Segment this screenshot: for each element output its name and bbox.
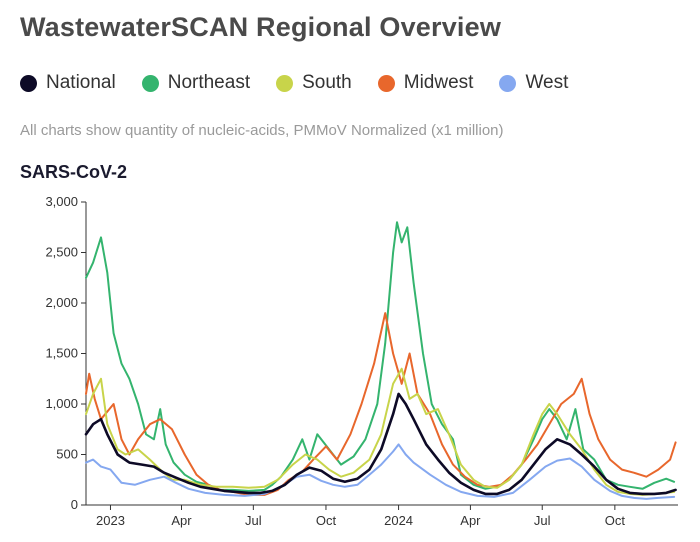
x-tick-label: Apr [171, 513, 192, 528]
page-title: WastewaterSCAN Regional Overview [20, 12, 502, 42]
chart-title: SARS-CoV-2 [20, 162, 128, 182]
legend-dot-icon [20, 74, 37, 92]
series-line-northeast [85, 221, 676, 492]
x-tick-label: Apr [460, 513, 481, 528]
y-tick-label: 0 [71, 497, 78, 512]
y-tick-label: 1,500 [45, 346, 78, 361]
x-axis: 2023 Apr Jul Oct 2024 Apr Jul Oct [86, 504, 678, 528]
legend-label: Northeast [167, 72, 251, 93]
x-tick-label: Oct [605, 513, 626, 528]
y-tick-label: 2,500 [45, 245, 78, 260]
legend-item-west[interactable]: West [499, 72, 568, 94]
y-tick-label: 2,000 [45, 295, 78, 310]
series-layer [84, 221, 677, 500]
legend-item-national[interactable]: National [20, 72, 116, 94]
series-line-national [84, 392, 677, 496]
line-chart: 0 500 1,000 1,500 2,000 2,500 3,000 2023 Apr Jul… [45, 194, 678, 528]
x-tick-label: 2024 [384, 513, 413, 528]
legend-label: National [46, 72, 116, 93]
y-tick-label: 500 [56, 447, 78, 462]
x-tick-label: Oct [316, 513, 337, 528]
legend-item-midwest[interactable]: Midwest [377, 72, 474, 94]
y-tick-label: 3,000 [45, 194, 78, 209]
legend-dot-icon [377, 74, 395, 92]
y-axis: 0 500 1,000 1,500 2,000 2,500 3,000 [45, 194, 87, 512]
legend-dot-icon [276, 74, 294, 92]
series-line-midwest [85, 312, 677, 496]
legend: National Northeast South Midwest West [20, 72, 594, 94]
x-tick-label: Jul [534, 513, 551, 528]
legend-item-northeast[interactable]: Northeast [141, 72, 251, 94]
legend-label: West [525, 72, 569, 93]
legend-item-south[interactable]: South [276, 72, 352, 94]
x-tick-label: 2023 [96, 513, 125, 528]
series-line-west [85, 443, 676, 500]
legend-label: South [302, 72, 352, 93]
legend-dot-icon [141, 74, 159, 92]
units-note: All charts show quantity of nucleic-acid… [20, 122, 504, 139]
y-tick-label: 1,000 [45, 396, 78, 411]
legend-dot-icon [499, 74, 517, 92]
x-tick-label: Jul [245, 513, 262, 528]
legend-label: Midwest [403, 72, 474, 93]
